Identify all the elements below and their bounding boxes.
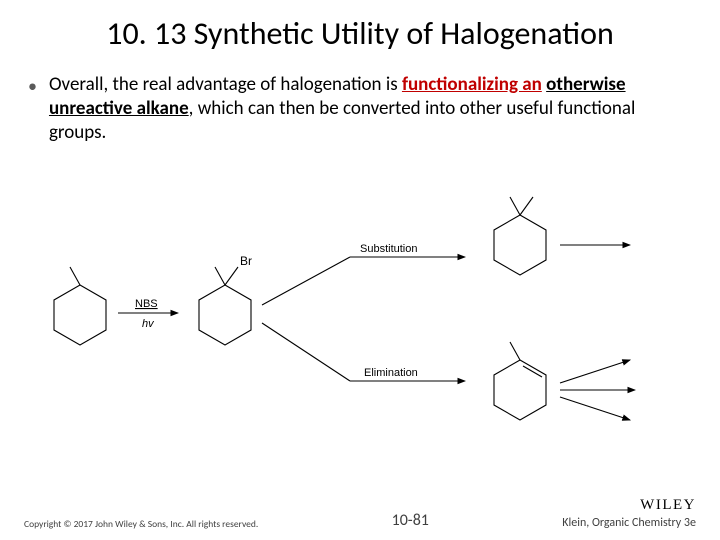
structure-elimination-product <box>494 342 546 420</box>
publisher-logo: WILEY <box>562 497 696 514</box>
structure-methylcyclohexane <box>54 267 106 345</box>
footer-right: WILEY Klein, Organic Chemistry 3e <box>562 497 696 530</box>
forward-arrows-elim <box>560 360 635 420</box>
slide-title: 10. 13 Synthetic Utility of Halogenation <box>0 0 720 61</box>
reagent-nbs-label: NBS <box>135 298 158 310</box>
book-reference: Klein, Organic Chemistry 3e <box>562 516 696 530</box>
structure-substitution-product: X <box>494 195 546 275</box>
bullet-lead: Overall, the real advantage of halogenat… <box>49 73 402 96</box>
slide-footer: Copyright © 2017 John Wiley & Sons, Inc.… <box>0 497 720 530</box>
branching-paths: Substitution Elimination <box>262 243 465 381</box>
substitution-label: Substitution <box>360 243 417 255</box>
reagent-hv-label: hv <box>142 318 155 330</box>
page-number: 10-81 <box>392 511 429 530</box>
bullet-marker: • <box>28 73 37 98</box>
copyright-text: Copyright © 2017 John Wiley & Sons, Inc.… <box>24 518 258 530</box>
x-label: X <box>535 195 543 198</box>
br-label: Br <box>240 254 252 268</box>
bullet-item: • Overall, the real advantage of halogen… <box>0 61 720 144</box>
bullet-emph-red: functionalizing an <box>402 73 542 96</box>
reaction-arrow-1: NBS hv <box>118 298 178 330</box>
bullet-text: Overall, the real advantage of halogenat… <box>49 73 692 144</box>
structure-bromocyclohexane: Br <box>199 254 252 345</box>
reaction-diagram: NBS hv Br Substitution Elimination <box>30 195 690 465</box>
elimination-label: Elimination <box>364 367 418 379</box>
